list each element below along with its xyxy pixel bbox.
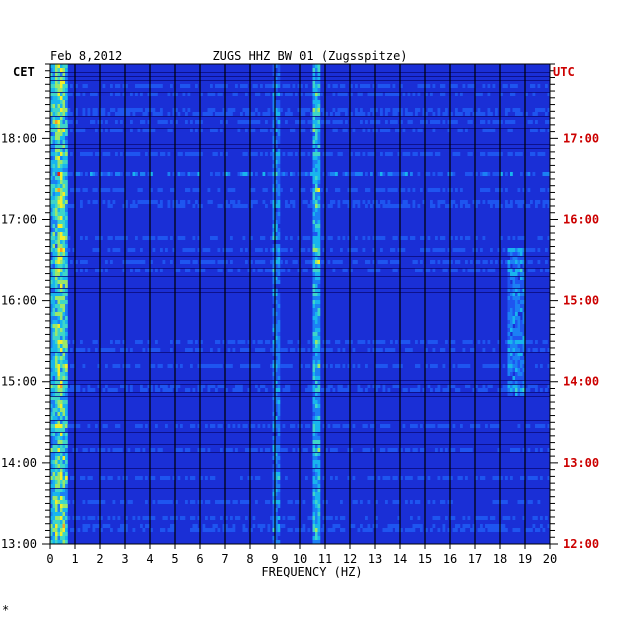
x-tick-label: 8 (246, 552, 253, 566)
left-time-ticks: 13:00 14:00 15:00 16:00 17:00 18:00 (1, 63, 50, 551)
utc-tick-label: 13:00 (563, 456, 599, 470)
utc-tick-label: 12:00 (563, 537, 599, 551)
x-tick-label: 17 (468, 552, 482, 566)
cet-tick-label: 17:00 (1, 212, 37, 226)
x-tick-label: 15 (418, 552, 432, 566)
x-tick-label: 19 (518, 552, 532, 566)
cet-tick-label: 13:00 (1, 537, 37, 551)
cet-tick-label: 18:00 (1, 131, 37, 145)
x-tick-label: 13 (368, 552, 382, 566)
x-tick-label: 2 (96, 552, 103, 566)
x-tick-label: 6 (196, 552, 203, 566)
x-tick-label: 5 (171, 552, 178, 566)
x-tick-label: 12 (343, 552, 357, 566)
corner-mark: * (2, 603, 9, 617)
x-tick-label: 4 (146, 552, 153, 566)
utc-tick-label: 14:00 (563, 375, 599, 389)
x-tick-label: 10 (293, 552, 307, 566)
chart-date: Feb 8,2012 (50, 49, 122, 63)
x-axis-ticks: 0 1 2 3 4 5 6 7 8 9 10 11 12 13 14 15 16 17 18 19 20 (46, 544, 557, 566)
x-tick-label: 9 (271, 552, 278, 566)
chart-title: ZUGS HHZ BW 01 (Zugsspitze) (212, 49, 407, 63)
cet-tick-label: 14:00 (1, 456, 37, 470)
x-tick-label: 20 (543, 552, 557, 566)
x-axis-label: FREQUENCY (HZ) (261, 565, 362, 579)
x-tick-label: 18 (493, 552, 507, 566)
cet-label: CET (13, 65, 35, 79)
cet-tick-label: 16:00 (1, 294, 37, 308)
x-tick-label: 11 (318, 552, 332, 566)
utc-tick-label: 17:00 (563, 131, 599, 145)
x-tick-label: 1 (71, 552, 78, 566)
right-time-ticks: 12:00 13:00 14:00 15:00 16:00 17:00 (550, 63, 599, 551)
utc-tick-label: 16:00 (563, 212, 599, 226)
x-tick-label: 3 (121, 552, 128, 566)
frequency-grid (74, 64, 526, 544)
utc-tick-label: 15:00 (563, 294, 599, 308)
utc-label: UTC (553, 65, 575, 79)
x-tick-label: 16 (443, 552, 457, 566)
x-tick-label: 0 (46, 552, 53, 566)
x-tick-label: 14 (393, 552, 407, 566)
cet-tick-label: 15:00 (1, 375, 37, 389)
x-tick-label: 7 (221, 552, 228, 566)
